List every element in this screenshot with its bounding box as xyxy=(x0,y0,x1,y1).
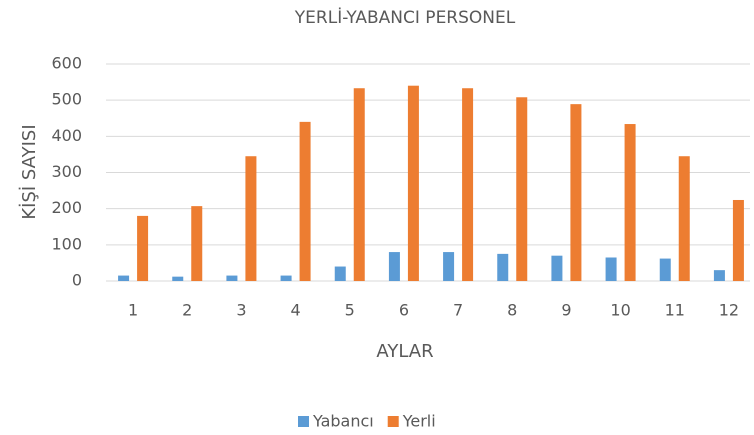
bar xyxy=(551,255,563,281)
bar xyxy=(713,270,725,281)
bar xyxy=(245,156,257,281)
x-tick-label: 4 xyxy=(290,301,300,320)
chart-title: YERLİ-YABANCI PERSONEL xyxy=(294,7,516,28)
y-tick-label: 300 xyxy=(51,162,82,181)
bar xyxy=(624,124,636,281)
bar xyxy=(334,266,346,281)
bar xyxy=(516,97,528,281)
x-tick-label: 11 xyxy=(665,301,685,320)
bar xyxy=(443,252,455,281)
bar xyxy=(659,258,671,281)
x-tick-label: 6 xyxy=(399,301,409,320)
x-tick-label: 10 xyxy=(610,301,630,320)
bar xyxy=(299,121,311,281)
y-tick-label: 400 xyxy=(51,126,82,145)
bar xyxy=(388,252,400,281)
x-tick-label: 12 xyxy=(719,301,739,320)
legend-swatch xyxy=(387,416,399,427)
bar xyxy=(280,275,292,281)
x-tick-label: 1 xyxy=(128,301,138,320)
legend-label: Yerli xyxy=(402,412,436,431)
bar xyxy=(191,206,203,281)
bar xyxy=(137,215,149,281)
x-tick-label: 5 xyxy=(345,301,355,320)
bar xyxy=(497,253,509,281)
x-tick-label: 2 xyxy=(182,301,192,320)
y-tick-label: 200 xyxy=(51,198,82,217)
bar xyxy=(118,275,130,281)
bar xyxy=(226,275,238,281)
bar xyxy=(462,88,474,282)
x-axis-label: AYLAR xyxy=(376,341,433,362)
y-tick-label: 0 xyxy=(72,271,82,290)
bar xyxy=(570,104,582,282)
bar xyxy=(678,156,690,281)
x-tick-label: 7 xyxy=(453,301,463,320)
x-tick-label: 9 xyxy=(561,301,571,320)
legend-label: Yabancı xyxy=(312,412,374,431)
legend-swatch xyxy=(298,416,309,427)
x-tick-label: 3 xyxy=(236,301,246,320)
bar xyxy=(353,88,365,282)
bar xyxy=(605,257,617,281)
bar xyxy=(172,276,184,281)
y-tick-label: 600 xyxy=(51,54,82,73)
y-tick-label: 100 xyxy=(51,234,82,253)
bar xyxy=(407,85,419,281)
x-tick-label: 8 xyxy=(507,301,517,320)
bar xyxy=(732,199,744,281)
y-axis-label: KİŞİ SAYISI xyxy=(19,124,40,219)
y-tick-label: 500 xyxy=(51,90,82,109)
